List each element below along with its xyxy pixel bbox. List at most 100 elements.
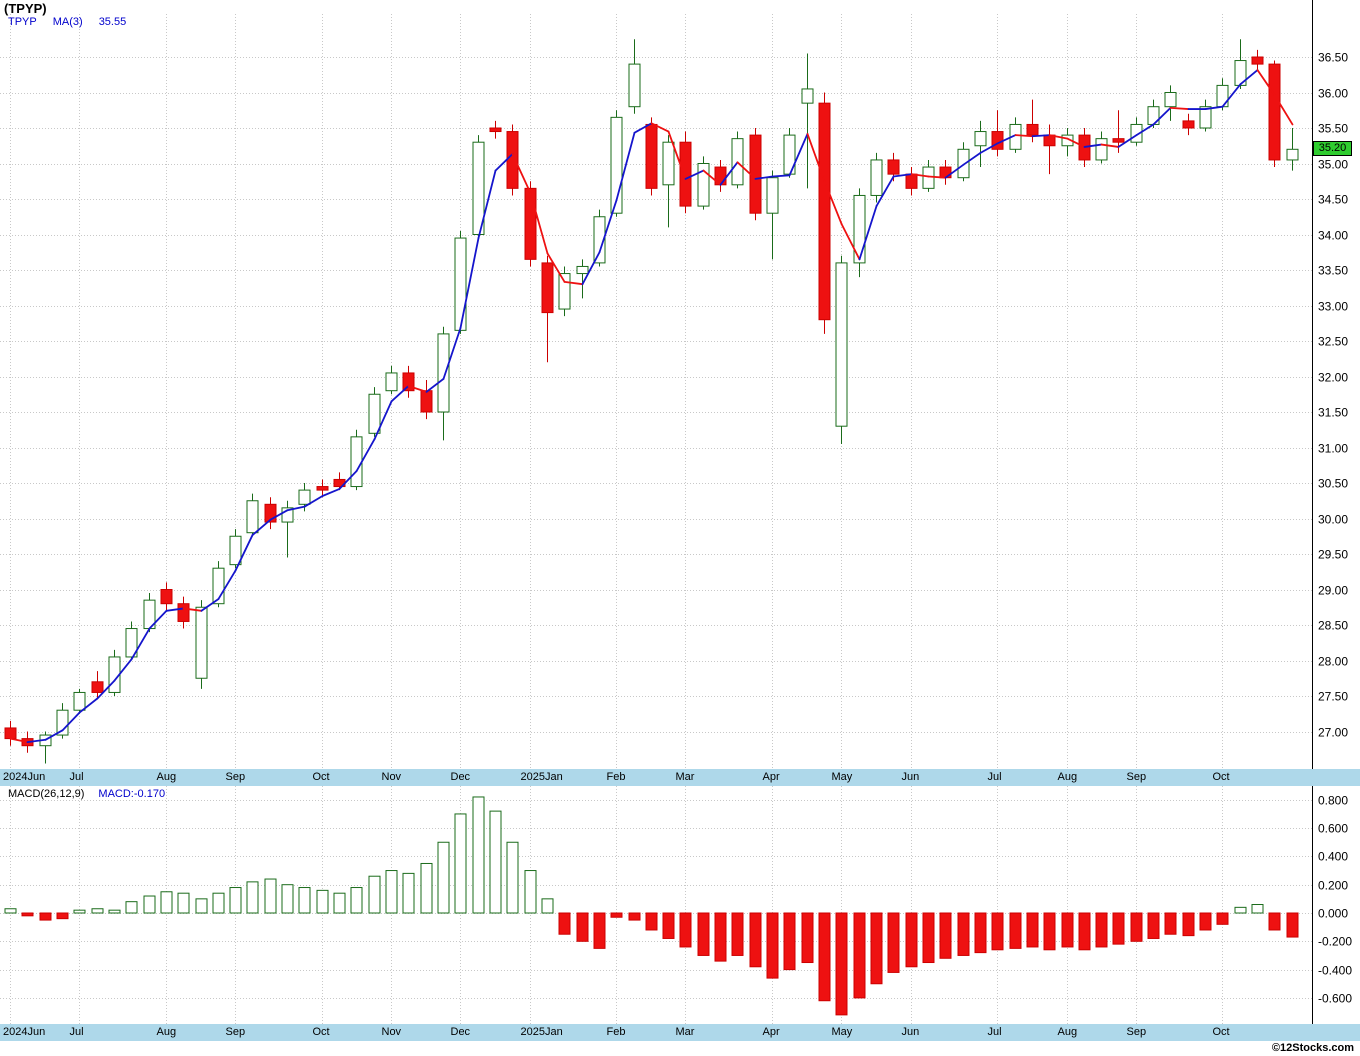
ma-line-segment (303, 495, 324, 508)
ma-line-segment (511, 153, 532, 194)
legend-ma-value: 35.55 (98, 16, 127, 28)
ma-line-segment (754, 175, 774, 180)
candle-body (91, 681, 104, 693)
x-axis-month-label: Aug (1057, 771, 1078, 783)
ma-line-segment (1083, 143, 1103, 148)
x-axis-month-label: Jun (901, 771, 920, 783)
x-axis-month-label: Dec (450, 771, 471, 783)
ma-line-segment (598, 199, 618, 254)
ma-line-segment (477, 169, 497, 239)
ma-line-segment (892, 173, 913, 178)
candle-body (818, 102, 831, 321)
macd-bar (1026, 912, 1039, 948)
x-axis-month-label: Aug (156, 771, 177, 783)
ma-line-segment (910, 173, 930, 178)
ma-line-segment (182, 607, 203, 612)
price-axis-label: 27.00 (1318, 726, 1348, 740)
ma-line-segment (1048, 134, 1069, 140)
macd-bar (818, 912, 831, 1002)
candle-body (922, 166, 935, 189)
ma-line-segment (165, 607, 185, 612)
macd-bar (1095, 912, 1108, 948)
candle-body (454, 237, 467, 331)
ma-line-segment (78, 697, 99, 714)
macd-bar (437, 841, 450, 914)
macd-bar (1130, 912, 1143, 942)
macd-current-value: MACD:-0.170 (98, 788, 166, 800)
ma-line-segment (1135, 123, 1155, 137)
candle-body (385, 372, 398, 392)
x-axis-month-label: Oct (312, 1026, 330, 1038)
macd-bar (108, 909, 121, 914)
candle-body (853, 194, 866, 264)
candle-body (1199, 106, 1212, 129)
macd-bar (558, 912, 571, 935)
candle-body (506, 131, 519, 189)
macd-bar (316, 889, 329, 914)
ma-line-segment (581, 251, 601, 286)
ma-line-segment (684, 169, 705, 180)
macd-bar (783, 912, 796, 971)
price-axis-label: 28.00 (1318, 655, 1348, 669)
price-axis-label: 32.00 (1318, 371, 1348, 385)
candle-body (1182, 120, 1195, 129)
ma-line-segment (9, 737, 29, 744)
price-axis-label: 35.50 (1318, 122, 1348, 136)
ma-line-segment (719, 161, 739, 186)
candle-body (1216, 84, 1229, 108)
ma-line-segment (234, 534, 254, 572)
ma-line-segment (130, 627, 151, 661)
candle-body (957, 148, 970, 179)
ma-line-segment (667, 130, 687, 180)
candle-body (628, 63, 641, 108)
macd-bar (662, 912, 675, 939)
macd-bar (350, 887, 363, 914)
ma-line-segment (1117, 134, 1138, 148)
candle-body (939, 166, 952, 179)
ma-line-segment (407, 385, 428, 393)
price-axis-label: 30.50 (1318, 477, 1348, 491)
macd-bar (143, 895, 156, 914)
candle-body (766, 177, 779, 214)
ma-line-segment (771, 174, 791, 178)
x-axis-strip-macd: 2024Jun Jul Aug Sep Oct Nov Dec 2025Jan Feb Mar Ap… (0, 1024, 1360, 1041)
x-axis-month-label: Mar (675, 771, 695, 783)
price-axis-label: 31.50 (1318, 406, 1348, 420)
macd-bar (402, 872, 415, 914)
macd-bar (610, 912, 623, 918)
ma-line-segment (529, 192, 549, 255)
macd-bar (801, 912, 814, 964)
candle-body (125, 628, 138, 658)
macd-bar (1061, 912, 1074, 948)
macd-bar (679, 912, 692, 948)
price-axis-label: 36.50 (1318, 51, 1348, 65)
copyright-credit: ©12Stocks.com (1271, 1042, 1354, 1054)
ma-line-segment (927, 175, 947, 179)
macd-bar (853, 912, 866, 999)
macd-bar (39, 912, 52, 921)
macd-axis-label: 0.000 (1318, 907, 1348, 921)
ma-line-segment (1221, 83, 1242, 108)
macd-bar (472, 796, 485, 914)
x-axis-month-label: Feb (606, 771, 626, 783)
candle-body (264, 503, 277, 523)
ma-line-segment (875, 175, 895, 208)
macd-bar (835, 912, 848, 1016)
candle-body (1164, 92, 1177, 108)
macd-bar (974, 912, 987, 954)
candle-body (1268, 63, 1281, 161)
candle-body (316, 486, 329, 491)
macd-bar (281, 884, 294, 914)
candle-body (991, 131, 1004, 150)
ma-line-segment (979, 142, 999, 154)
x-axis-month-label: 2025Jan (520, 1026, 563, 1038)
price-axis-label: 34.50 (1318, 193, 1348, 207)
macd-axis-label: 0.800 (1318, 794, 1348, 808)
macd-bar (697, 912, 710, 956)
ma-line-segment (1100, 143, 1120, 148)
candle-body (974, 131, 987, 147)
macd-bar (1164, 912, 1177, 935)
x-axis-month-label: Jul (987, 771, 1002, 783)
legend-ma-label: MA(3) (52, 16, 83, 28)
